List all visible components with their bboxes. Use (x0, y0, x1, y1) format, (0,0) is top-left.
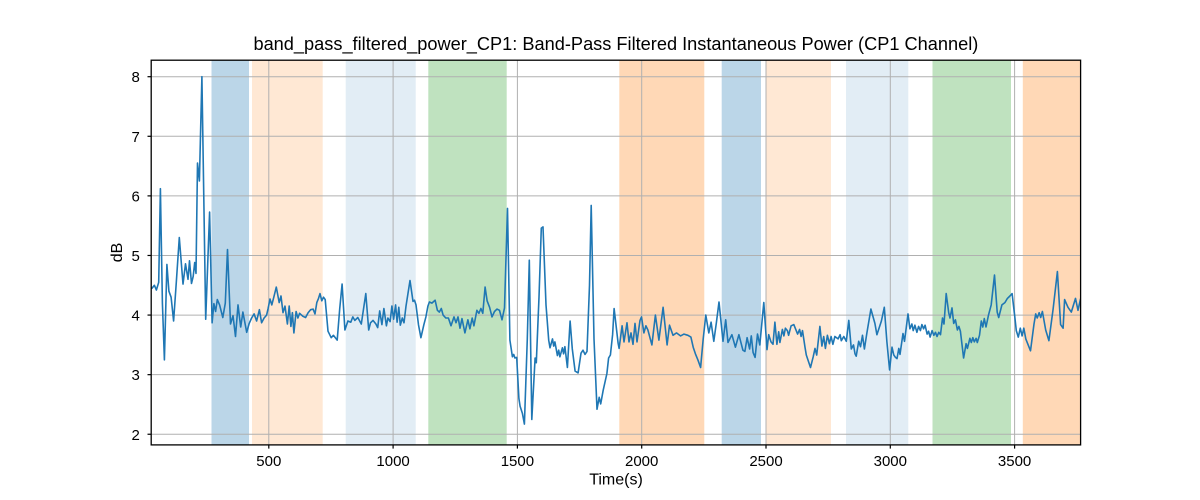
svg-text:500: 500 (256, 453, 281, 470)
svg-text:3500: 3500 (998, 453, 1031, 470)
svg-text:8: 8 (131, 69, 139, 86)
svg-text:band_pass_filtered_power_CP1:: band_pass_filtered_power_CP1: Band-Pass … (253, 34, 978, 55)
svg-text:4: 4 (131, 308, 139, 325)
svg-text:2: 2 (131, 427, 139, 444)
svg-text:6: 6 (131, 188, 139, 205)
svg-text:3: 3 (131, 367, 139, 384)
svg-text:5: 5 (131, 248, 139, 265)
svg-text:dB: dB (109, 243, 126, 263)
svg-text:1000: 1000 (376, 453, 409, 470)
svg-text:1500: 1500 (501, 453, 534, 470)
svg-text:Time(s): Time(s) (589, 472, 643, 489)
svg-text:2000: 2000 (625, 453, 658, 470)
svg-text:3000: 3000 (874, 453, 907, 470)
svg-text:7: 7 (131, 129, 139, 146)
svg-text:2500: 2500 (749, 453, 782, 470)
